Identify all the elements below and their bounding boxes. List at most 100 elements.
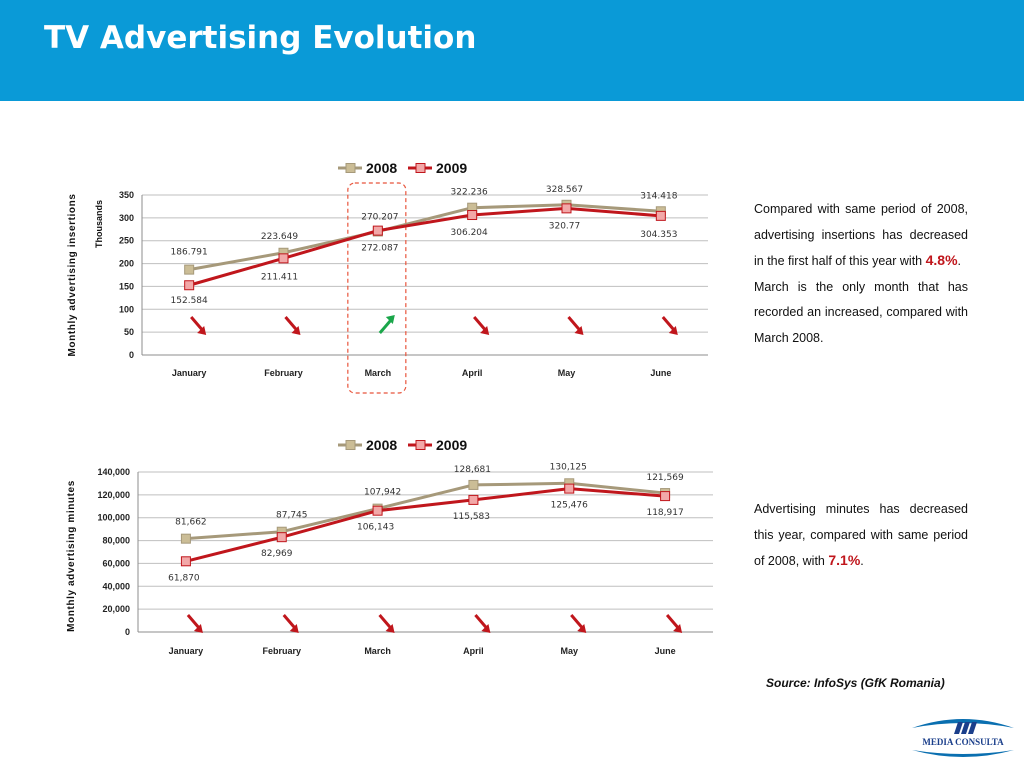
y-tick-label: 200 [119, 259, 134, 269]
data-label-2009: 320.77 [549, 221, 581, 231]
series-line-2009 [188, 206, 661, 287]
data-label-2008: 130,125 [550, 462, 587, 472]
legend-marker-2008 [345, 163, 356, 173]
y-tick-label: 100 [119, 304, 134, 314]
trend-arrow-head [673, 624, 683, 633]
data-point-2008 [184, 264, 195, 275]
trend-arrow-head [289, 624, 299, 633]
data-point-2008 [468, 479, 479, 490]
trend-arrow-shaft [570, 614, 585, 630]
data-point-2009 [372, 505, 383, 516]
data-point-2009 [561, 203, 572, 214]
x-tick-label: April [463, 646, 484, 656]
minutes-chart: 0 20,000 40,000 60,000 80,000 100,000 120,000 1… [66, 437, 713, 656]
data-label-2008: 314.418 [640, 191, 677, 201]
data-point-2009 [467, 210, 478, 221]
y-tick-label: 80,000 [102, 536, 130, 546]
x-tick-label: January [172, 368, 207, 378]
trend-arrow-shaft [567, 316, 582, 332]
trend-arrow-down [570, 614, 587, 633]
data-label-2009: 272.087 [361, 244, 398, 254]
legend-label-2009: 2009 [436, 437, 467, 453]
data-point-2009 [184, 280, 195, 291]
title-bar: TV Advertising Evolution [0, 0, 1024, 101]
data-label-2008: 322.236 [451, 188, 488, 198]
series-line-2008 [188, 203, 661, 272]
data-point-2009 [564, 483, 575, 494]
trend-arrow-shaft [378, 614, 393, 630]
y-tick-label: 50 [124, 327, 134, 337]
x-tick-label: April [462, 368, 483, 378]
slide-title: TV Advertising Evolution [44, 20, 477, 56]
y-tick-label: 150 [119, 281, 134, 291]
logo-text: MEDIA CONSULTA [922, 737, 1004, 747]
minutes-note-end: . [860, 554, 864, 568]
trend-arrow-head [574, 326, 584, 335]
data-label-2008: 81,662 [175, 518, 207, 528]
trend-arrow-down [282, 614, 299, 633]
x-tick-label: June [655, 646, 676, 656]
trend-arrow-shaft [473, 316, 488, 332]
data-label-2009: 61,870 [168, 573, 200, 583]
trend-arrow-head [193, 624, 203, 633]
trend-arrow-down [284, 316, 301, 335]
x-tick-label: June [650, 368, 671, 378]
minutes-note: Advertising minutes has decreased this y… [754, 497, 968, 575]
data-label-2009: 125,476 [551, 501, 588, 511]
data-label-2008: 128,681 [454, 465, 491, 475]
insertions-chart: 0 50 100 150 200 250 300 350 January February Marc… [67, 160, 708, 394]
march-note-text: March is the only month that has recorde… [754, 279, 968, 345]
legend-label-2008: 2008 [366, 437, 397, 453]
y-axis-label: Monthly advertising insertions [67, 193, 78, 356]
data-point-2009 [660, 491, 671, 502]
data-label-2009: 306.204 [451, 228, 488, 238]
x-tick-label: May [560, 646, 578, 656]
y-tick-label: 120,000 [97, 490, 130, 500]
data-point-2008 [180, 533, 191, 544]
source-note: Source: InfoSys (GfK Romania) [766, 676, 945, 690]
trend-arrow-head [385, 315, 395, 324]
data-label-2008: 107,942 [364, 488, 401, 498]
insertions-note-end: . [957, 254, 962, 268]
legend-label-2008: 2008 [366, 160, 397, 176]
data-label-2008: 186.791 [171, 248, 208, 258]
minutes-decrease-pct: 7.1% [828, 552, 861, 568]
trend-arrow-down [186, 614, 203, 633]
data-label-2009: 106,143 [357, 523, 394, 533]
data-label-2009: 118,917 [646, 508, 683, 518]
data-label-2008: 87,745 [276, 511, 308, 521]
trend-arrow-shaft [378, 318, 393, 334]
x-tick-label: February [264, 368, 303, 378]
data-label-2008: 270.207 [361, 212, 398, 222]
insertions-decrease-pct: 4.8% [925, 252, 958, 268]
y-tick-label: 250 [119, 236, 134, 246]
data-label-2009: 304.353 [640, 230, 677, 240]
data-point-2009 [468, 494, 479, 505]
trend-arrow-down [567, 316, 584, 335]
trend-arrow-shaft [474, 614, 489, 630]
legend-label-2009: 2009 [436, 160, 467, 176]
trend-arrow-shaft [665, 614, 681, 630]
trend-arrow-down [661, 316, 678, 335]
trend-arrow-down [378, 614, 395, 633]
data-label-2008: 121,569 [646, 473, 683, 483]
data-label-2009: 211.411 [261, 272, 298, 282]
trend-arrow-shaft [284, 316, 299, 332]
x-tick-label: May [558, 368, 576, 378]
data-label-2009: 152.584 [171, 296, 208, 306]
data-point-2009 [372, 225, 383, 236]
trend-arrow-down [473, 316, 490, 335]
series-line-2009 [185, 487, 666, 563]
series-line-2008 [185, 481, 666, 541]
y-tick-label: 60,000 [102, 558, 130, 568]
trend-arrow-shaft [186, 614, 202, 630]
trend-arrow-down [665, 614, 683, 633]
trend-arrow-head [197, 326, 207, 335]
y-tick-label: 140,000 [97, 467, 130, 477]
y-tick-label: 300 [119, 213, 134, 223]
y-tick-label: 0 [129, 350, 134, 360]
data-label-2009: 115,583 [453, 512, 490, 522]
y-unit-label: Thousands [94, 200, 104, 248]
y-tick-label: 100,000 [97, 513, 130, 523]
legend-marker-2009 [415, 440, 426, 450]
